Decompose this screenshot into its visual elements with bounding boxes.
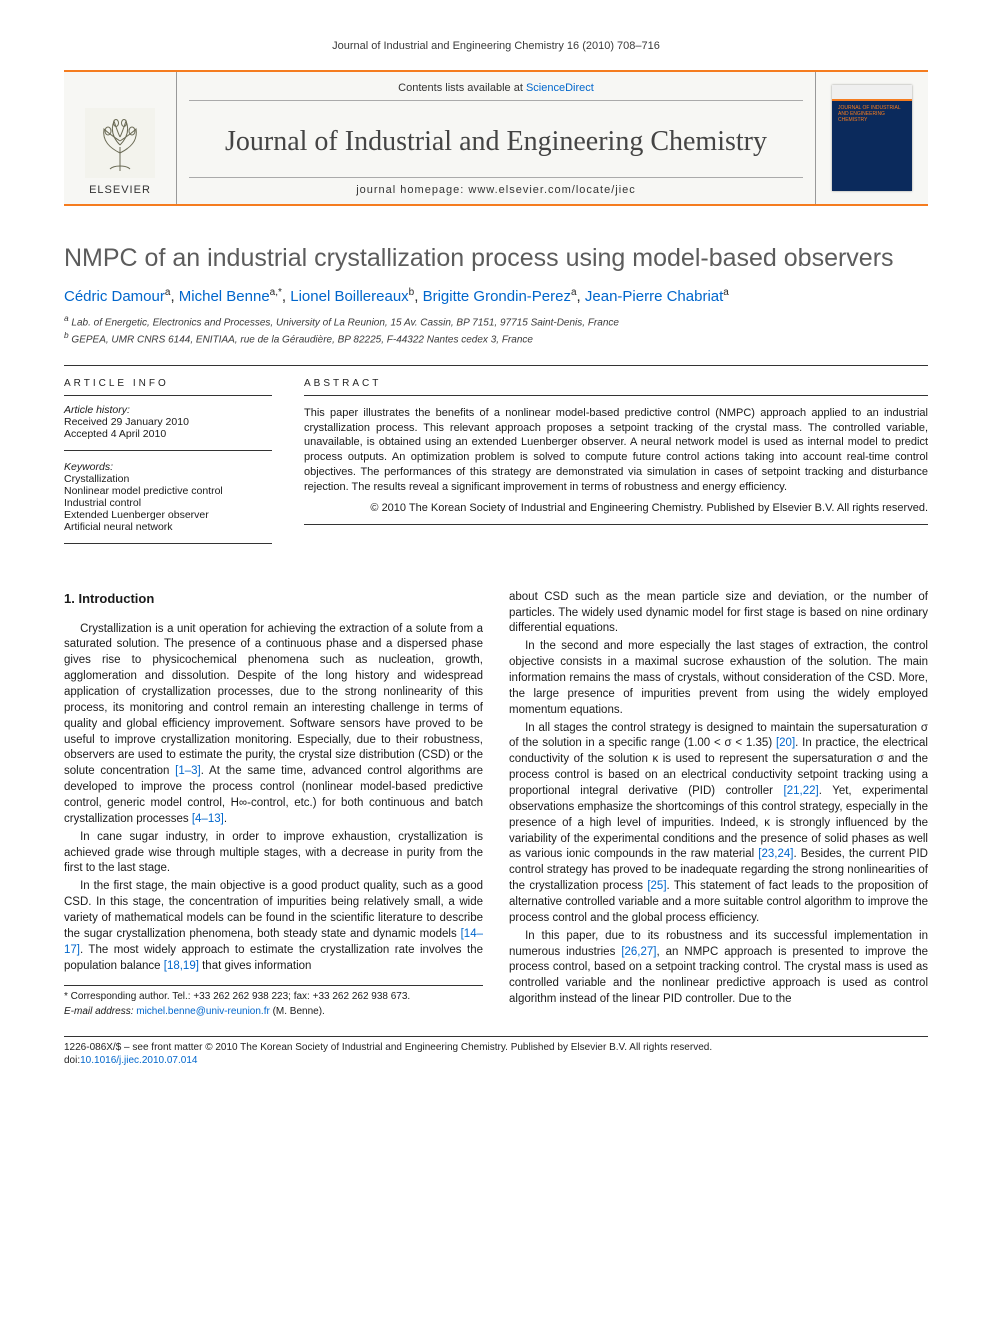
affiliation-a: Lab. of Energetic, Electronics and Proce… (71, 317, 619, 328)
body-paragraph: about CSD such as the mean particle size… (509, 590, 928, 638)
ref-link[interactable]: [25] (647, 880, 666, 892)
abstract-heading: ABSTRACT (304, 370, 928, 396)
abstract-copyright: © 2010 The Korean Society of Industrial … (304, 501, 928, 516)
divider (64, 1036, 928, 1037)
doi-link[interactable]: 10.1016/j.jiec.2010.07.014 (80, 1055, 197, 1066)
masthead: ELSEVIER Contents lists available at Sci… (64, 70, 928, 206)
abstract-column: ABSTRACT This paper illustrates the bene… (304, 370, 928, 554)
contents-prefix: Contents lists available at (398, 82, 526, 94)
cover-thumb-block: JOURNAL OF INDUSTRIAL AND ENGINEERING CH… (815, 72, 928, 204)
corr-text: Corresponding author. Tel.: +33 262 262 … (71, 991, 411, 1002)
corr-star: * (64, 991, 71, 1002)
page-footer: 1226-086X/$ – see front matter © 2010 Th… (64, 1041, 928, 1068)
author-aff: a (571, 287, 577, 298)
running-head: Journal of Industrial and Engineering Ch… (64, 40, 928, 52)
divider (64, 365, 928, 366)
affiliation-b: GEPEA, UMR CNRS 6144, ENITIAA, rue de la… (71, 334, 533, 345)
contents-line: Contents lists available at ScienceDirec… (189, 82, 803, 101)
keywords-heading: Keywords: (64, 461, 113, 473)
ref-link[interactable]: [1–3] (175, 765, 201, 777)
history-heading: Article history: (64, 404, 130, 416)
ref-link[interactable]: [23,24] (758, 848, 793, 860)
body-paragraph: In the first stage, the main objective i… (64, 879, 483, 974)
body-columns: 1. Introduction Crystallization is a uni… (64, 590, 928, 1018)
divider (304, 524, 928, 525)
received-date: Received 29 January 2010 (64, 416, 272, 428)
keyword: Industrial control (64, 497, 272, 509)
body-paragraph: In cane sugar industry, in order to impr… (64, 830, 483, 878)
keyword: Extended Luenberger observer (64, 509, 272, 521)
sciencedirect-link[interactable]: ScienceDirect (526, 82, 594, 94)
keyword: Crystallization (64, 473, 272, 485)
article-info-column: ARTICLE INFO Article history: Received 2… (64, 370, 272, 554)
author-link[interactable]: Cédric Damour (64, 288, 165, 305)
accepted-date: Accepted 4 April 2010 (64, 428, 272, 440)
keyword: Artificial neural network (64, 521, 272, 533)
doi-label: doi: (64, 1055, 80, 1066)
ref-link[interactable]: [4–13] (192, 813, 224, 825)
elsevier-tree-icon (85, 108, 155, 178)
article-info-heading: ARTICLE INFO (64, 370, 272, 396)
author-link[interactable]: Lionel Boillereaux (290, 288, 408, 305)
ref-link[interactable]: [18,19] (164, 960, 199, 972)
author-aff: a,* (270, 287, 282, 298)
author-aff: a (165, 287, 171, 298)
affiliations: a Lab. of Energetic, Electronics and Pro… (64, 313, 928, 347)
journal-homepage: journal homepage: www.elsevier.com/locat… (189, 177, 803, 196)
cover-thumb-icon: JOURNAL OF INDUSTRIAL AND ENGINEERING CH… (832, 85, 912, 191)
keyword: Nonlinear model predictive control (64, 485, 272, 497)
ref-link[interactable]: [21,22] (784, 785, 819, 797)
journal-name: Journal of Industrial and Engineering Ch… (189, 126, 803, 158)
corr-email-suffix: (M. Benne). (270, 1006, 325, 1017)
author-link[interactable]: Michel Benne (179, 288, 270, 305)
body-paragraph: Crystallization is a unit operation for … (64, 622, 483, 828)
abstract-text: This paper illustrates the benefits of a… (304, 406, 928, 495)
publisher-block: ELSEVIER (64, 72, 177, 204)
body-paragraph: In the second and more especially the la… (509, 639, 928, 718)
email-label: E-mail address: (64, 1006, 136, 1017)
author-link[interactable]: Jean-Pierre Chabriat (585, 288, 723, 305)
authors-line: Cédric Damoura, Michel Bennea,*, Lionel … (64, 287, 928, 305)
cover-thumb-text: JOURNAL OF INDUSTRIAL AND ENGINEERING CH… (838, 105, 906, 123)
ref-link[interactable]: [20] (776, 737, 795, 749)
corr-email-link[interactable]: michel.benne@univ-reunion.fr (136, 1006, 270, 1017)
footer-copyright: 1226-086X/$ – see front matter © 2010 Th… (64, 1041, 928, 1055)
body-paragraph: In this paper, due to its robustness and… (509, 929, 928, 1008)
ref-link[interactable]: [26,27] (621, 946, 656, 958)
publisher-name: ELSEVIER (89, 184, 151, 196)
author-link[interactable]: Brigitte Grondin-Perez (423, 288, 571, 305)
body-paragraph: In all stages the control strategy is de… (509, 721, 928, 927)
section-heading: 1. Introduction (64, 590, 483, 608)
author-aff: b (409, 287, 415, 298)
corresponding-author: * Corresponding author. Tel.: +33 262 26… (64, 985, 483, 1018)
author-aff: a (723, 287, 729, 298)
article-title: NMPC of an industrial crystallization pr… (64, 244, 928, 273)
